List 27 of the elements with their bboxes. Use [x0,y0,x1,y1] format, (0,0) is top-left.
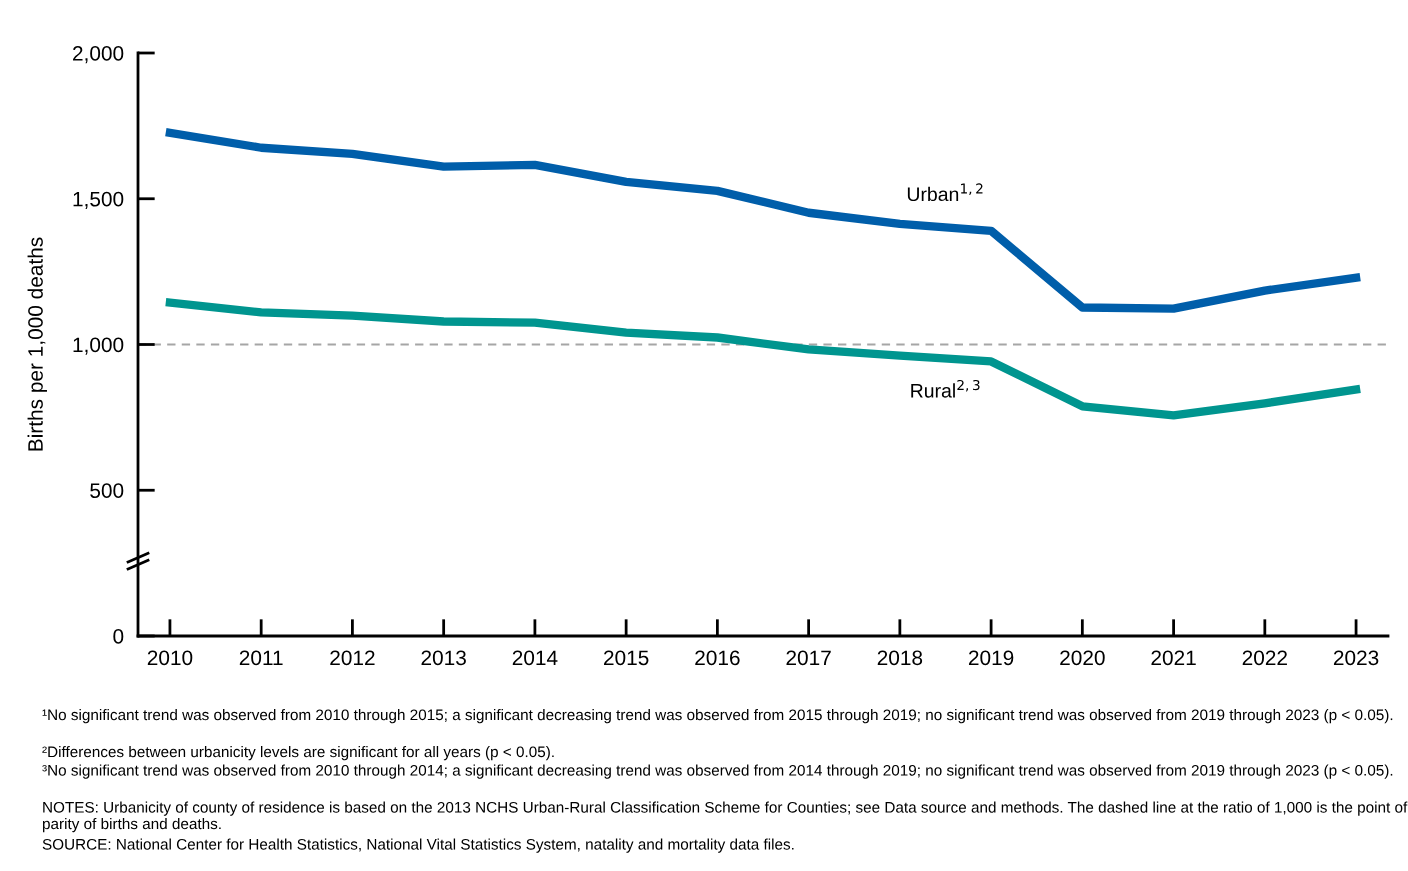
y-tick-label: 2,000 [73,46,124,64]
text: NOTES: Urbanicity of county of residence is based on the 2013 NCHS Urban-Rural Classification Scheme for Counties; see Data source and methods. The dashed line at the ratio of 1,000 is the point of parity of births and deaths. [42,801,1408,833]
x-tick-label: 2021 [1151,650,1196,666]
x-tick-label: 2023 [1333,650,1379,666]
x-tick-label: 2010 [147,650,193,666]
y-axis-title: Births per 1,000 deaths [27,237,47,451]
x-tick-label: 2017 [786,650,831,666]
x-tick-label: 2012 [330,650,375,666]
y-tick-label: 500 [90,483,124,498]
x-tick-label: 2022 [1242,650,1287,666]
x-tick-label: 2019 [968,650,1014,666]
y-tick-label: 0 [113,629,124,644]
x-tick-label: 2014 [512,650,558,666]
x-tick-label: 2018 [877,650,923,666]
x-tick-label: 2016 [695,650,740,666]
text: ²Differences between urbanicity levels are significant for all years (p < 0.05). [42,746,554,761]
source-note: SOURCE: National Center for Health Statistics, National Vital Statistics System, natality and mortality data files. [42,838,794,853]
x-tick-label: 2015 [604,650,649,666]
x-tick-label: 2020 [1060,650,1105,666]
y-tick-label: 1,000 [73,337,124,355]
series-label: Urban$^{1,2}$ [907,183,983,202]
text: ¹No significant trend was observed from 2010 through 2015; a significant decreasing trend was observed from 2015 through 2019; no significant trend was observed from 2019 through 2023 (p < 0.05). [42,709,1393,724]
x-tick-label: 2011 [239,650,283,666]
series-label: Rural$^{2,3}$ [911,379,980,398]
text: ³No significant trend was observed from 2010 through 2014; a significant decreasing trend was observed from 2014 through 2019; no significant trend was observed from 2019 through 2023 (p < 0.05). [42,764,1393,779]
y-tick-label: 1,500 [73,191,124,209]
x-tick-label: 2013 [421,650,466,666]
